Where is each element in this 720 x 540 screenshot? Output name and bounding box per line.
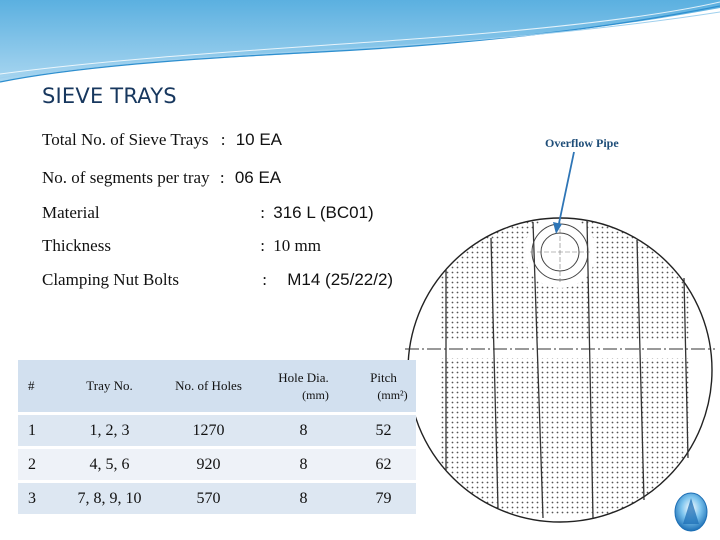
row-no-of-holes: 920: [161, 447, 256, 483]
spec-value: M14 (25/22/2): [287, 270, 394, 289]
spec-value: 10 EA: [235, 130, 282, 149]
spec-label: Material: [42, 203, 100, 222]
spec-segments: No. of segments per tray : 06 EA: [42, 168, 281, 188]
page-title: SIEVE TRAYS: [42, 84, 177, 108]
row-number: 1: [18, 413, 58, 449]
row-no-of-holes: 570: [161, 481, 256, 517]
spec-value: 06 EA: [234, 168, 282, 187]
header-hole-dia: Hole Dia. (mm): [256, 360, 351, 415]
spec-separator: :: [219, 168, 225, 187]
row-number: 3: [18, 481, 58, 517]
row-number: 2: [18, 447, 58, 483]
header-tray-no: Tray No.: [58, 360, 161, 415]
spec-separator: :: [220, 130, 226, 149]
row-hole-dia: 8: [256, 481, 351, 517]
spec-separator: :: [260, 236, 265, 255]
hole-dia-unit: (mm): [302, 387, 329, 402]
row-pitch: 79: [351, 481, 416, 517]
pitch-label: Pitch: [370, 369, 397, 385]
table-header-row: # Tray No. No. of Holes Hole Dia. (mm) P…: [18, 360, 416, 415]
spec-thickness: Thickness : 10 mm: [42, 236, 321, 256]
header-pitch: Pitch (mm²): [351, 360, 416, 415]
row-pitch: 52: [351, 413, 416, 449]
row-hole-dia: 8: [256, 413, 351, 449]
spec-separator: :: [262, 270, 267, 289]
overflow-pipe: [530, 222, 590, 282]
spec-label: Total No. of Sieve Trays: [42, 130, 209, 149]
hole-dia-label: Hole Dia.: [278, 369, 329, 385]
pitch-unit: (mm²): [377, 387, 408, 402]
table-row: 3 7, 8, 9, 10 570 8 79: [18, 481, 416, 517]
table-row: 1 1, 2, 3 1270 8 52: [18, 413, 416, 449]
spec-value: 10 mm: [273, 236, 321, 255]
spec-label: Thickness: [42, 236, 111, 255]
spec-separator: :: [260, 203, 265, 222]
header-banner: [0, 0, 720, 83]
spec-clamping-bolts: Clamping Nut Bolts : M14 (25/22/2): [42, 270, 393, 290]
row-no-of-holes: 1270: [161, 413, 256, 449]
tray-holes-table: # Tray No. No. of Holes Hole Dia. (mm) P…: [18, 360, 416, 517]
row-tray-no: 7, 8, 9, 10: [58, 481, 161, 517]
row-pitch: 62: [351, 447, 416, 483]
up-arrow-icon[interactable]: [674, 492, 708, 532]
table-row: 2 4, 5, 6 920 8 62: [18, 447, 416, 483]
spec-label: Clamping Nut Bolts: [42, 270, 179, 289]
spec-label: No. of segments per tray: [42, 168, 210, 187]
header-number: #: [18, 360, 58, 415]
row-hole-dia: 8: [256, 447, 351, 483]
spec-total-trays: Total No. of Sieve Trays : 10 EA: [42, 130, 282, 150]
spec-value: 316 L (BC01): [273, 203, 374, 222]
row-tray-no: 4, 5, 6: [58, 447, 161, 483]
spec-material: Material : 316 L (BC01): [42, 203, 374, 223]
overflow-pipe-label: Overflow Pipe: [545, 136, 619, 150]
row-tray-no: 1, 2, 3: [58, 413, 161, 449]
overflow-pipe-arrow: [557, 151, 575, 229]
header-no-of-holes: No. of Holes: [161, 360, 256, 415]
